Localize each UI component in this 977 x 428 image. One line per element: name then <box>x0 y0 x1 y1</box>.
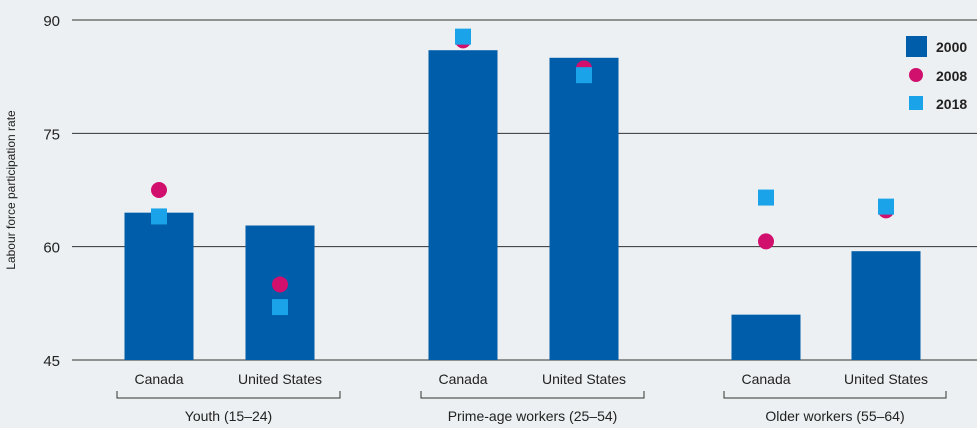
x-tick-label: United States <box>542 371 626 387</box>
group-bracket <box>723 391 947 399</box>
point-2018 <box>151 208 167 225</box>
legend-label: 2000 <box>936 39 967 55</box>
bar-2000 <box>549 57 619 361</box>
x-tick-label: Canada <box>134 371 183 387</box>
point-2018 <box>576 67 592 84</box>
group-label: Older workers (55–64) <box>765 408 904 424</box>
point-2018 <box>758 189 774 206</box>
y-axis-label: Labour force participation rate <box>4 110 18 270</box>
legend-swatch-2018 <box>909 96 923 110</box>
group-bracket <box>116 391 341 399</box>
bar-2000 <box>124 212 194 360</box>
x-axis: Canada United States Youth (15–24) Canada Un… <box>116 371 947 424</box>
y-tick-label: 45 <box>43 353 60 370</box>
bar-2000 <box>851 251 921 360</box>
x-tick-label: United States <box>238 371 322 387</box>
point-2018 <box>455 28 471 45</box>
point-2018 <box>878 198 894 215</box>
y-tick-label: 90 <box>43 13 60 30</box>
legend-label: 2018 <box>936 96 967 112</box>
x-tick-label: United States <box>844 371 928 387</box>
group-label: Youth (15–24) <box>185 408 272 424</box>
point-2008 <box>272 276 288 293</box>
bar-2000 <box>428 50 498 360</box>
bars <box>124 50 921 361</box>
y-tick-label: 75 <box>43 126 60 143</box>
legend-label: 2008 <box>936 68 967 84</box>
point-2008 <box>758 233 774 250</box>
point-2018 <box>272 299 288 316</box>
group-label: Prime-age workers (25–54) <box>448 408 618 424</box>
grid: 45 60 75 90 <box>43 13 977 370</box>
markers <box>151 28 894 316</box>
x-tick-label: Canada <box>741 371 790 387</box>
y-tick-label: 60 <box>43 240 60 257</box>
x-tick-label: Canada <box>438 371 487 387</box>
legend: 2000 2008 2018 <box>906 36 967 112</box>
point-2008 <box>151 182 167 198</box>
legend-swatch-2008 <box>909 68 923 82</box>
group-bracket <box>420 391 645 399</box>
legend-swatch-2000 <box>906 36 927 57</box>
bar-2000 <box>245 225 315 360</box>
bar-2000 <box>731 314 801 360</box>
